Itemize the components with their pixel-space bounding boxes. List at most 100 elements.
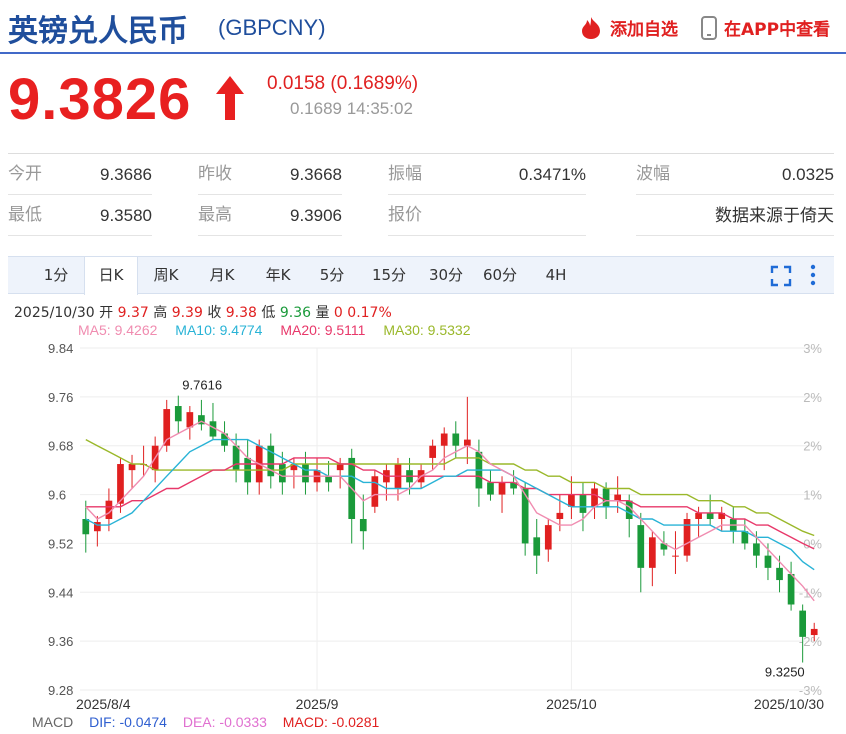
header: 英镑兑人民币 (GBPCNY) 添加自选 在APP中查看 [0, 0, 846, 54]
pct-tick-label: 0% [803, 536, 822, 551]
pct-tick-label: -2% [799, 634, 823, 649]
ma5-line [85, 420, 815, 602]
up-arrow-icon [216, 76, 244, 120]
candle-body [660, 543, 668, 550]
macd-legend: MACD DIF: -0.0474 DEA: -0.0333 MACD: -0.… [32, 714, 380, 730]
stat-amplitude: 振幅 0.3471% [388, 154, 586, 195]
candle-body [510, 482, 517, 489]
candle-body [521, 488, 529, 544]
candle-body [579, 494, 587, 513]
stat-range: 波幅 0.0325 [636, 154, 834, 195]
open-app-button[interactable]: 在APP中查看 [700, 15, 830, 40]
candle-body [718, 512, 726, 519]
max-label: 9.7616 [182, 378, 222, 393]
pct-tick-label: 1% [803, 488, 822, 503]
stat-low: 最低 9.3580 [8, 195, 152, 236]
y-tick-label: 9.84 [48, 341, 73, 356]
candle-body [82, 519, 90, 535]
y-tick-label: 9.6 [48, 488, 66, 503]
candle-body [359, 519, 367, 532]
tab-5min[interactable]: 5分 [319, 266, 345, 284]
candle-body [93, 522, 101, 532]
ma20-label: MA20: 9.5111 [280, 322, 366, 338]
stat-source: 数据来源于倚天 [636, 195, 834, 236]
stat-prev-close: 昨收 9.3668 [198, 154, 342, 195]
x-tick-label: 2025/10 [546, 696, 597, 712]
stats-table: 今开 9.3686 昨收 9.3668 振幅 0.3471% 波幅 0.0325 最低 9… [8, 153, 834, 236]
y-tick-label: 9.28 [48, 683, 73, 698]
candle-body [498, 482, 506, 495]
candle-body [336, 464, 344, 471]
x-tick-label: 2025/9 [296, 696, 339, 712]
candle-body [568, 494, 575, 507]
pct-tick-label: 3% [803, 341, 822, 356]
tab-weekly[interactable]: 周K [153, 266, 179, 284]
tab-daily[interactable]: 日K [84, 257, 138, 295]
candle-body [544, 525, 552, 550]
y-tick-label: 9.52 [48, 536, 73, 551]
candle-body [198, 415, 205, 425]
tab-yearly[interactable]: 年K [265, 266, 291, 284]
min-label: 9.3250 [765, 665, 805, 680]
tab-4h[interactable]: 4H [545, 266, 567, 284]
fire-icon [582, 16, 600, 39]
candle-body [487, 482, 494, 495]
ma5-label: MA5: 9.4262 [78, 322, 158, 338]
stats-row: 今开 9.3686 昨收 9.3668 振幅 0.3471% 波幅 0.0325 [8, 154, 834, 195]
candle-body [556, 512, 564, 519]
y-tick-label: 9.44 [48, 585, 73, 600]
tab-1min[interactable]: 1分 [43, 266, 69, 284]
ma20-line [85, 457, 815, 550]
ma10-line [85, 438, 815, 571]
bar-info: 2025/10/30 开 9.37 高 9.39 收 9.38 低 9.36 量… [14, 305, 392, 321]
candle-body [637, 525, 645, 568]
add-watchlist-label: 添加自选 [610, 20, 678, 40]
candle-body [302, 464, 309, 483]
candle-body [105, 500, 113, 519]
kline-chart[interactable]: 9.84 3% 9.76 2% 9.68 2% 9.6 1% 9.52 0% 9.44 -1% 9.36… [0, 336, 846, 712]
candle-body [267, 445, 275, 477]
period-tabs: 1分 日K 周K 月K 年K 5分 15分 30分 60分 4H [8, 256, 834, 295]
more-icon[interactable] [808, 264, 818, 288]
open-app-label: 在APP中查看 [724, 20, 831, 40]
tab-15min[interactable]: 15分 [371, 266, 407, 284]
price-subline: 0.1689 14:35:02 [290, 99, 413, 118]
candle-body [278, 464, 286, 483]
tab-30min[interactable]: 30分 [428, 266, 464, 284]
candle-body [290, 464, 298, 471]
stat-quote: 报价 [388, 195, 586, 236]
last-price: 9.3826 [8, 67, 192, 132]
fullscreen-icon[interactable] [770, 265, 792, 287]
tab-60min[interactable]: 60分 [482, 266, 518, 284]
candle-body [753, 543, 760, 556]
candle-body [371, 476, 379, 507]
candle-body [706, 512, 714, 519]
candle-body [695, 512, 702, 519]
page-title: 英镑兑人民币 [8, 14, 188, 49]
y-tick-label: 9.76 [48, 390, 73, 405]
candle-body [591, 488, 598, 507]
candle-body [810, 628, 818, 636]
add-watchlist-button[interactable]: 添加自选 [578, 15, 678, 40]
price-change: 0.0158 (0.1689%) [267, 73, 419, 94]
candle-body [683, 519, 691, 556]
ma10-label: MA10: 9.4774 [175, 322, 263, 338]
candle-body [776, 567, 783, 581]
candle-body [602, 488, 610, 507]
candle-body [429, 445, 437, 458]
pct-tick-label: -1% [799, 585, 823, 600]
candle-body [741, 531, 749, 544]
candle-body [533, 537, 541, 556]
tab-monthly[interactable]: 月K [209, 266, 235, 284]
candle-body [764, 555, 772, 568]
candle-body [648, 537, 656, 568]
candle-body [614, 494, 622, 501]
candle-body [325, 476, 332, 483]
pct-tick-label: 2% [803, 390, 822, 405]
candle-body [672, 555, 679, 557]
x-tick-label: 2025/10/30 [754, 696, 824, 712]
ma30-line [85, 438, 815, 537]
candle-body [787, 573, 795, 605]
candle-body [128, 464, 136, 471]
ma-legend: MA5: 9.4262 MA10: 9.4774 MA20: 9.5111 MA… [78, 322, 485, 338]
